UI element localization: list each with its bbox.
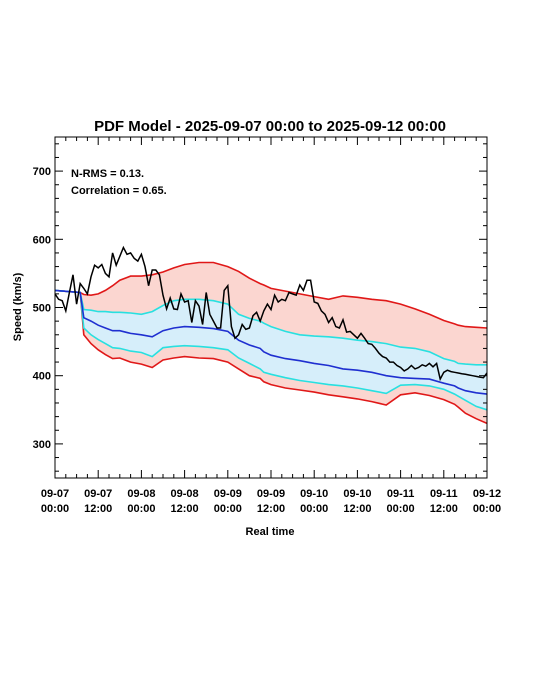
x-tick-time-label: 00:00 <box>127 503 155 515</box>
x-tick-time-label: 12:00 <box>430 503 458 515</box>
x-tick-time-label: 00:00 <box>387 503 415 515</box>
inner-lower-line <box>54 289 488 411</box>
x-tick-time-label: 00:00 <box>300 503 328 515</box>
y-tick-label: 400 <box>33 371 51 383</box>
y-tick-label: 300 <box>33 439 51 451</box>
x-axis: 09-07 00:00 09-07 12:00 09-08 00:00 09-08 12:00… <box>41 137 501 515</box>
x-tick-time-label: 00:00 <box>214 503 242 515</box>
y-tick-label: 500 <box>33 303 51 315</box>
x-tick-date-label: 09-10 <box>343 488 371 500</box>
x-tick-time-label: 12:00 <box>84 503 112 515</box>
x-tick-time-label: 12:00 <box>171 503 199 515</box>
y-tick-label: 600 <box>33 234 51 246</box>
x-tick-time-label: 12:00 <box>257 503 285 515</box>
inner-band-fill <box>55 290 487 410</box>
x-tick-date-label: 09-07 <box>84 488 112 500</box>
y-tick-label: 700 <box>33 166 51 178</box>
x-tick-date-label: 09-09 <box>257 488 285 500</box>
x-tick-date-label: 09-07 <box>41 488 69 500</box>
upper-bound-line <box>54 261 488 329</box>
x-tick-date-label: 09-08 <box>127 488 155 500</box>
x-tick-date-label: 09-08 <box>171 488 199 500</box>
x-tick-time-label: 00:00 <box>473 503 501 515</box>
y-axis-label: Speed (km/s) <box>12 272 24 341</box>
x-tick-date-label: 09-09 <box>214 488 242 500</box>
x-tick-date-label: 09-12 <box>473 488 501 500</box>
x-tick-time-label: 00:00 <box>41 503 69 515</box>
x-tick-date-label: 09-11 <box>430 488 458 500</box>
x-tick-time-label: 12:00 <box>343 503 371 515</box>
lower-bound-line <box>54 289 488 425</box>
y-axis: 300 400 500 600 700 <box>33 143 487 472</box>
x-axis-label: Real time <box>246 526 295 538</box>
observed-speed-line <box>54 245 488 382</box>
median-line <box>54 289 488 395</box>
chart-title: PDF Model - 2025-09-07 00:00 to 2025-09-… <box>94 118 446 135</box>
x-tick-date-label: 09-11 <box>387 488 415 500</box>
x-tick-date-label: 09-10 <box>300 488 328 500</box>
nrms-annotation: N-RMS = 0.13. <box>71 168 144 180</box>
plot-area <box>54 245 488 425</box>
correlation-annotation: Correlation = 0.65. <box>71 185 167 197</box>
